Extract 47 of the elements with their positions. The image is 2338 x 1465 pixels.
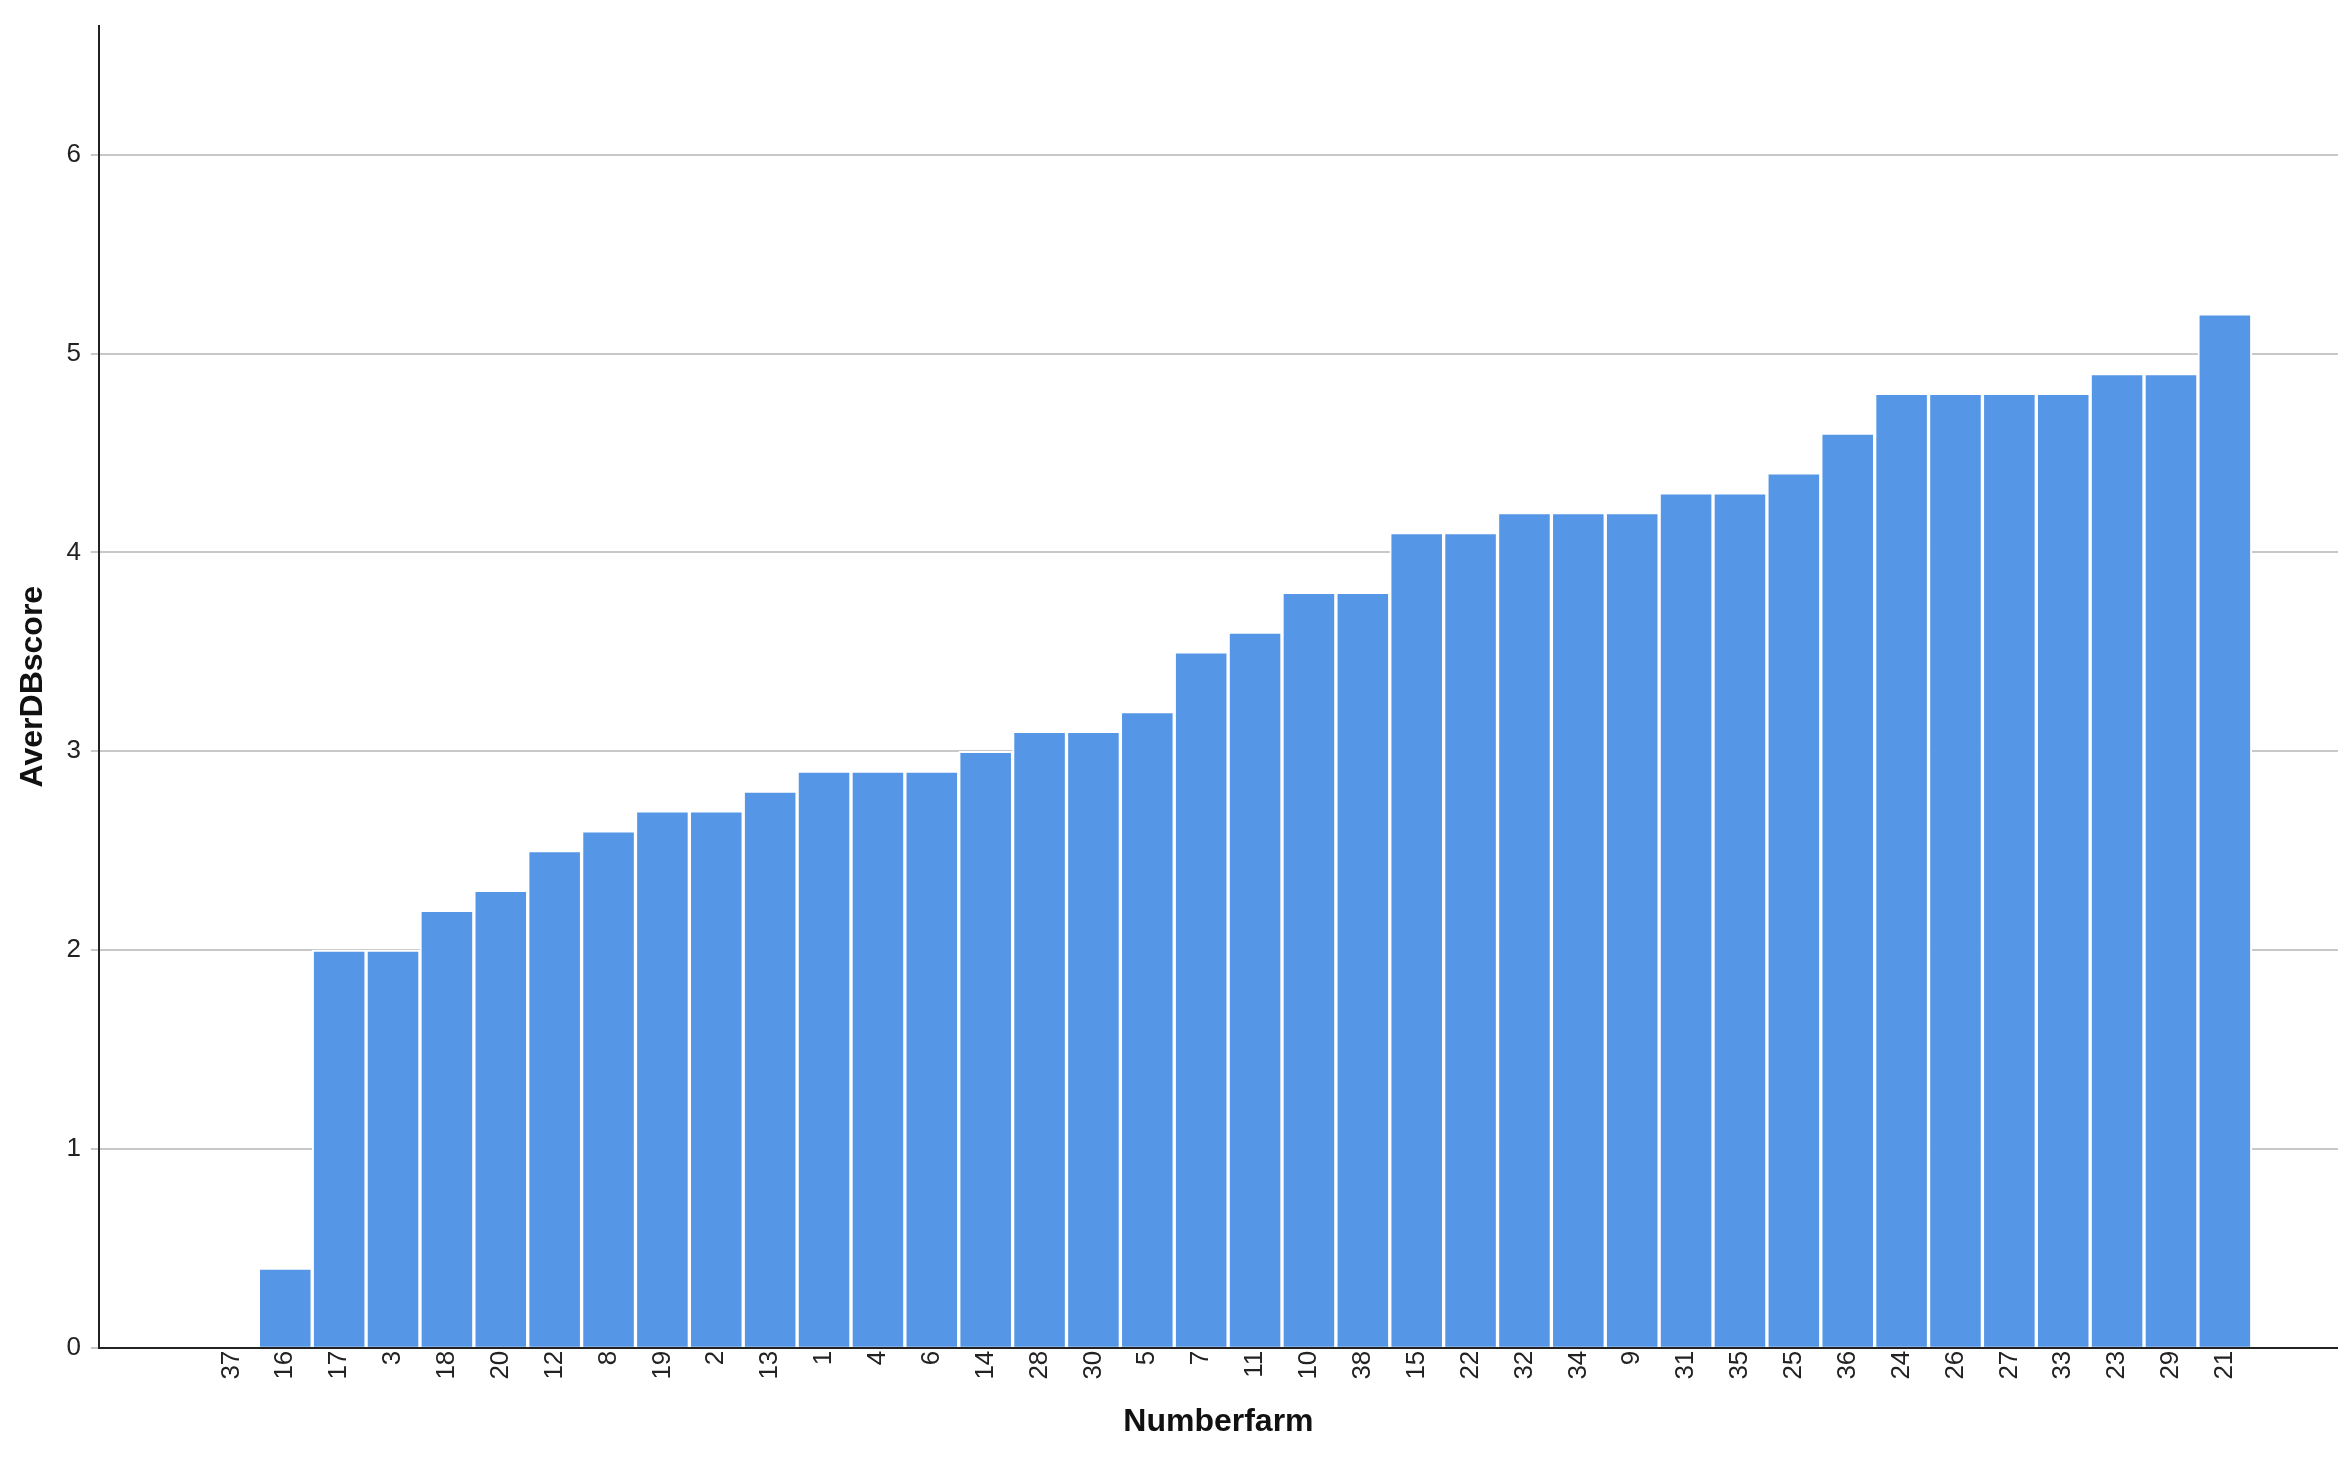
- y-tick-label: 1: [66, 1132, 81, 1163]
- x-tick-label: 2: [699, 1350, 730, 1366]
- x-tick-label: 22: [1453, 1350, 1484, 1380]
- x-tick-label: 4: [861, 1350, 892, 1366]
- x-tick-label: 6: [914, 1350, 945, 1366]
- x-tick-label: 27: [1992, 1350, 2023, 1380]
- x-tick-label: 14: [968, 1350, 999, 1380]
- x-tick-label: 7: [1184, 1350, 1215, 1366]
- x-tick-label: 17: [322, 1350, 353, 1380]
- x-tick-label: 32: [1507, 1350, 1538, 1380]
- x-tick-label: 26: [1938, 1350, 1969, 1380]
- y-axis-title: AverDBscore: [13, 585, 50, 788]
- x-tick-label: 1: [807, 1350, 838, 1366]
- x-tick-label: 16: [268, 1350, 299, 1380]
- x-tick-label: 29: [2154, 1350, 2185, 1380]
- y-tick-label: 3: [66, 734, 81, 765]
- x-tick-label: 37: [214, 1350, 245, 1380]
- x-tick-label: 33: [2046, 1350, 2077, 1380]
- x-tick-label: 9: [1615, 1350, 1646, 1366]
- x-tick-label: 5: [1130, 1350, 1161, 1366]
- x-tick-label: 19: [645, 1350, 676, 1380]
- x-tick-label: 20: [483, 1350, 514, 1380]
- x-tick-label: 34: [1561, 1350, 1592, 1380]
- x-axis-title: Numberfarm: [1123, 1401, 1314, 1438]
- x-tick-label: 24: [1884, 1350, 1915, 1380]
- x-tick-label: 13: [753, 1350, 784, 1380]
- x-tick-label: 23: [2100, 1350, 2131, 1380]
- x-tick-label: 38: [1345, 1350, 1376, 1380]
- x-tick-label: 31: [1669, 1350, 1700, 1380]
- x-tick-label: 12: [537, 1350, 568, 1380]
- x-tick-label: 36: [1830, 1350, 1861, 1380]
- x-tick-label: 30: [1076, 1350, 1107, 1380]
- x-tick-label: 10: [1292, 1350, 1323, 1380]
- x-tick-label: 21: [2208, 1350, 2239, 1380]
- x-tick-label: 15: [1399, 1350, 1430, 1380]
- y-tick-label: 4: [66, 535, 81, 566]
- y-tick-label: 2: [66, 933, 81, 964]
- y-tick-label: 0: [66, 1330, 81, 1361]
- x-tick-label: 25: [1777, 1350, 1808, 1380]
- x-tick-label: 28: [1022, 1350, 1053, 1380]
- x-tick-label: 18: [430, 1350, 461, 1380]
- x-tick-label: 35: [1723, 1350, 1754, 1380]
- y-tick-label: 6: [66, 138, 81, 168]
- x-tick-label: 8: [591, 1350, 622, 1366]
- y-tick-label: 5: [66, 336, 81, 367]
- x-tick-label: 11: [1238, 1350, 1269, 1378]
- x-tick-label: 3: [376, 1350, 407, 1366]
